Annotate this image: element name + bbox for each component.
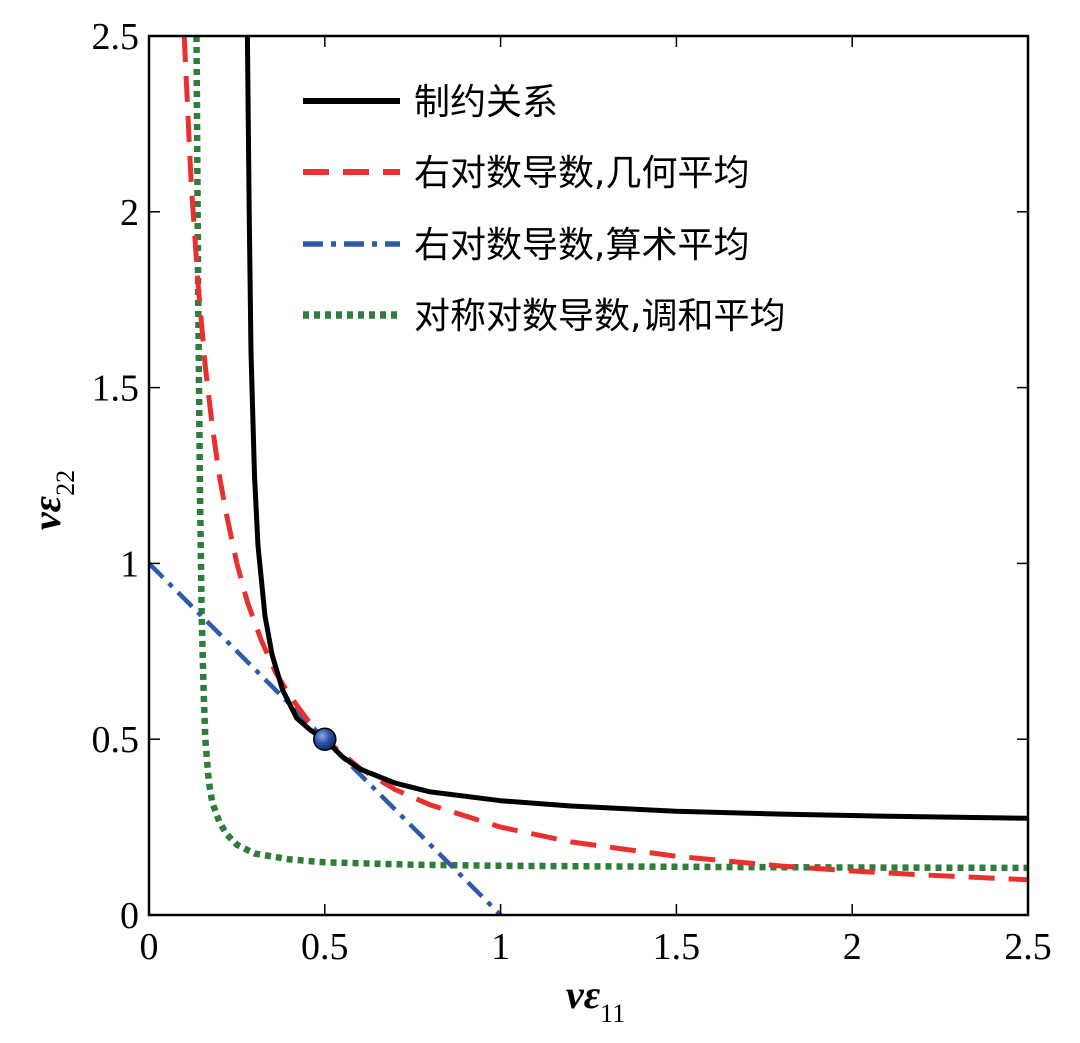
- marker-layer: [313, 727, 337, 751]
- x-tick-label: 1.5: [653, 926, 701, 968]
- x-tick-label: 2: [843, 926, 862, 968]
- legend-label: 制约关系: [414, 82, 558, 123]
- tick-layer: [148, 35, 1029, 916]
- x-axis-label-sub: 11: [600, 999, 625, 1028]
- y-tick-label: 0: [120, 895, 139, 937]
- tick-label-layer: 0 0.5 1 1.5 2 2.5 0 0.5 1 1.5 2 2.5: [92, 16, 1052, 968]
- series-line-4: [193, 36, 1028, 872]
- legend-item-4: 对称对数导数,调和平均: [303, 296, 785, 337]
- legend-label: 右对数导数,算术平均: [414, 225, 749, 266]
- y-axis-label-sub: 22: [51, 470, 80, 496]
- y-axis-label: vε22: [24, 470, 80, 530]
- plot-frame: [147, 34, 1030, 917]
- legend-item-1: 制约关系: [303, 82, 558, 123]
- y-tick-label: 0.5: [92, 719, 140, 761]
- x-tick-label: 0: [140, 926, 159, 968]
- legend-label: 右对数导数,几何平均: [414, 153, 749, 194]
- x-tick-label: 0.5: [301, 926, 349, 968]
- x-axis-label-main: vε: [566, 972, 601, 1017]
- y-tick-label: 2.5: [92, 16, 140, 58]
- y-tick-label: 2: [120, 192, 139, 234]
- legend-item-3: 右对数导数,算术平均: [303, 225, 749, 266]
- x-tick-label: 2.5: [1004, 926, 1052, 968]
- legend-item-2: 右对数导数,几何平均: [303, 153, 749, 194]
- series-line-2: [181, 36, 1028, 883]
- x-axis-label: vε11: [566, 972, 625, 1028]
- legend-label: 对称对数导数,调和平均: [414, 296, 785, 337]
- y-tick-label: 1: [120, 543, 139, 585]
- y-tick-label: 1.5: [92, 368, 140, 410]
- data-point-marker: [313, 727, 337, 751]
- x-tick-label: 1: [491, 926, 510, 968]
- y-axis-label-main: vε: [24, 495, 69, 530]
